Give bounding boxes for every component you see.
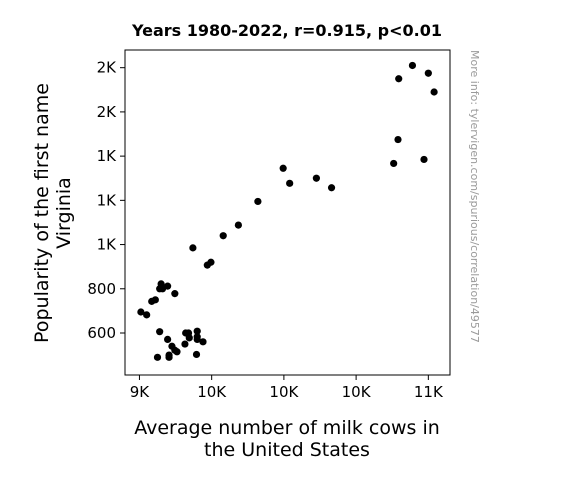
- data-point: [430, 88, 438, 96]
- data-point: [420, 155, 428, 164]
- data-point: [327, 184, 336, 192]
- data-point: [279, 164, 287, 172]
- data-point: [165, 353, 173, 361]
- x-tick-label: 9K: [130, 383, 151, 401]
- x-tick-label: 10K: [269, 383, 299, 401]
- y-tick-label: 800: [87, 280, 116, 298]
- y-tick-label: 2K: [97, 59, 118, 77]
- x-tick-label: 10K: [342, 383, 372, 401]
- data-point: [189, 244, 197, 252]
- data-point: [234, 221, 242, 229]
- x-tick-label: 10K: [197, 383, 227, 401]
- data-point: [254, 197, 262, 206]
- data-point: [390, 159, 398, 168]
- y-axis-ticks: 600 800 1K 1K 1K 2K 2K: [87, 59, 125, 342]
- x-tick-label: 11K: [414, 383, 444, 401]
- data-point: [171, 290, 179, 298]
- data-point: [164, 335, 172, 344]
- x-axis-ticks: 9K 10K 10K 10K 11K: [130, 375, 444, 401]
- data-point: [143, 311, 151, 319]
- y-tick-label: 1K: [97, 236, 118, 254]
- plot-area: [124, 49, 451, 376]
- y-axis-label-line-1: Popularity of the first name: [31, 83, 53, 343]
- data-point: [286, 179, 294, 187]
- watermark-text: More info: tylervigen.com/spurious/corre…: [468, 50, 481, 343]
- data-point: [181, 340, 189, 348]
- y-tick-label: 1K: [97, 147, 118, 165]
- data-point: [408, 61, 417, 70]
- data-point: [192, 350, 201, 359]
- x-axis-label-line-1: Average number of milk cows in: [134, 417, 440, 439]
- data-point: [193, 327, 201, 335]
- data-point: [424, 69, 432, 77]
- data-point: [207, 258, 215, 266]
- data-point: [394, 135, 402, 144]
- x-axis-label-line-2: the United States: [204, 439, 370, 461]
- data-point: [199, 338, 207, 346]
- data-point: [173, 348, 181, 356]
- data-point: [156, 328, 164, 336]
- chart-title: Years 1980-2022, r=0.915, p<0.01: [131, 21, 442, 40]
- data-point: [312, 174, 320, 182]
- data-point: [219, 232, 227, 240]
- data-point: [395, 75, 403, 83]
- y-tick-label: 2K: [97, 103, 118, 121]
- y-tick-label: 600: [87, 324, 116, 342]
- data-points: [137, 61, 438, 361]
- data-point: [153, 353, 162, 361]
- y-tick-label: 1K: [97, 191, 118, 209]
- data-point: [185, 334, 193, 342]
- data-point: [164, 282, 172, 290]
- data-point: [151, 296, 159, 304]
- data-point: [193, 335, 201, 344]
- y-axis-label-line-2: Virginia: [53, 177, 75, 249]
- data-point: [137, 308, 145, 316]
